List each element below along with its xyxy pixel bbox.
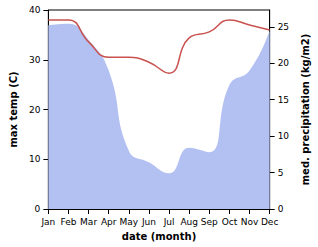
svg-text:10: 10 — [29, 154, 41, 164]
svg-text:5: 5 — [278, 168, 284, 178]
svg-text:max temp (C): max temp (C) — [8, 71, 19, 147]
svg-text:May: May — [120, 217, 139, 227]
svg-text:0: 0 — [35, 204, 41, 214]
svg-text:med. precipitation (kg/m2): med. precipitation (kg/m2) — [300, 34, 311, 186]
svg-text:15: 15 — [278, 95, 289, 105]
svg-text:Dec: Dec — [261, 217, 278, 227]
svg-text:Aug: Aug — [180, 217, 198, 227]
svg-text:Mar: Mar — [80, 217, 97, 227]
svg-text:Apr: Apr — [101, 217, 117, 227]
svg-text:Jan: Jan — [40, 217, 55, 227]
svg-text:Feb: Feb — [61, 217, 77, 227]
svg-text:30: 30 — [29, 55, 41, 65]
svg-text:20: 20 — [278, 58, 290, 68]
svg-text:date (month): date (month) — [122, 231, 196, 242]
svg-text:Nov: Nov — [241, 217, 259, 227]
svg-text:25: 25 — [278, 22, 289, 32]
svg-text:10: 10 — [278, 131, 290, 141]
svg-text:40: 40 — [29, 5, 41, 15]
svg-text:Jun: Jun — [141, 217, 156, 227]
svg-text:0: 0 — [278, 204, 284, 214]
svg-text:Jul: Jul — [163, 217, 175, 227]
svg-text:Oct: Oct — [222, 217, 238, 227]
svg-text:20: 20 — [29, 105, 41, 115]
svg-text:Sep: Sep — [201, 217, 218, 227]
